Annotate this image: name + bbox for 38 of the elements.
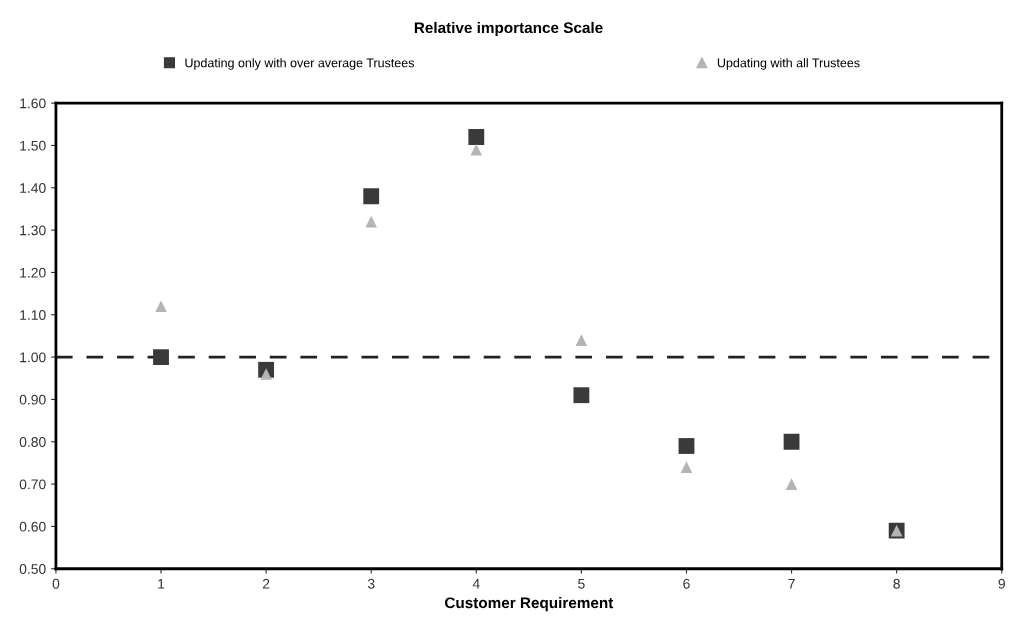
- y-tick-label: 1.20: [20, 267, 46, 278]
- point: [678, 438, 695, 454]
- point: [785, 478, 798, 490]
- x-tick-label: 1: [158, 578, 165, 589]
- point: [365, 215, 378, 228]
- y-tick-label: 1.30: [20, 225, 46, 236]
- y-tick-label: 0.90: [19, 394, 46, 405]
- y-tick-label: 0.70: [19, 479, 46, 490]
- y-tick-label: 1.00: [20, 352, 46, 363]
- point: [363, 188, 380, 205]
- y-tick-label: 0.60: [19, 521, 46, 532]
- x-tick-label: 0: [52, 578, 60, 589]
- x-tick-label: 4: [472, 578, 480, 589]
- x-tick-label: 5: [578, 578, 585, 589]
- x-tick-label: 7: [788, 578, 795, 589]
- x-tick-label: 6: [683, 578, 690, 589]
- y-tick-label: 1.10: [20, 310, 46, 320]
- point: [783, 433, 800, 450]
- point: [470, 143, 483, 156]
- y-tick-label: 1.60: [20, 98, 46, 109]
- point: [573, 387, 590, 404]
- x-tick-label: 8: [893, 578, 900, 589]
- y-tick-label: 1.40: [20, 183, 46, 193]
- point: [155, 300, 167, 313]
- y-tick-label: 1.50: [20, 140, 46, 151]
- point: [680, 461, 693, 473]
- y-tick-label: 0.80: [19, 437, 46, 447]
- x-tick-label: 3: [367, 578, 375, 589]
- legend-label: Updating only with over average Trustees: [185, 58, 414, 70]
- y-tick-label: 0.50: [19, 564, 46, 574]
- x-axis-title: Customer Requirement: [445, 596, 614, 612]
- x-tick-label: 9: [998, 578, 1005, 589]
- chart-title: Relative importance Scale: [414, 21, 603, 37]
- point: [468, 129, 485, 145]
- legend-label: Updating with all Trustees: [717, 58, 860, 70]
- x-tick-label: 2: [262, 578, 270, 589]
- point: [153, 349, 169, 366]
- point: [575, 334, 588, 346]
